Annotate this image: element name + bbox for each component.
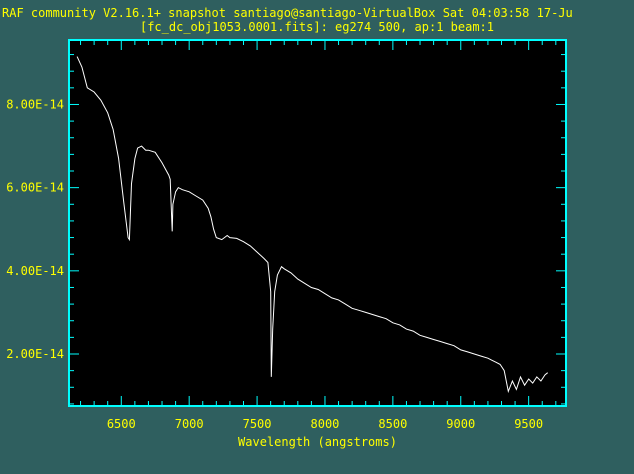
x-tick-label: 8000 [311,417,340,431]
x-axis-ticks: 6500 7000 7500 8000 8500 9000 9500 [80,40,557,431]
x-tick-label: 9000 [446,417,475,431]
x-tick-label: 7500 [243,417,272,431]
x-tick-label: 8500 [378,417,407,431]
y-tick-label: 6.00E-14 [6,181,64,195]
x-tick-label: 7000 [175,417,204,431]
x-tick-label: 6500 [107,417,136,431]
chart-title: RAF community V2.16.1+ snapshot santiago… [2,6,573,20]
y-tick-label: 2.00E-14 [6,347,64,361]
y-tick-label: 8.00E-14 [6,97,64,111]
x-axis-label: Wavelength (angstroms) [238,435,397,449]
y-tick-label: 4.00E-14 [6,264,64,278]
spectrum-series-line [76,56,549,394]
plot-frame [68,39,567,407]
y-axis-ticks: 2.00E-14 4.00E-14 6.00E-14 8.00E-14 [6,54,566,405]
chart-subtitle: [fc_dc_obj1053.0001.fits]: eg274 500, ap… [139,20,494,34]
x-tick-label: 9500 [514,417,543,431]
